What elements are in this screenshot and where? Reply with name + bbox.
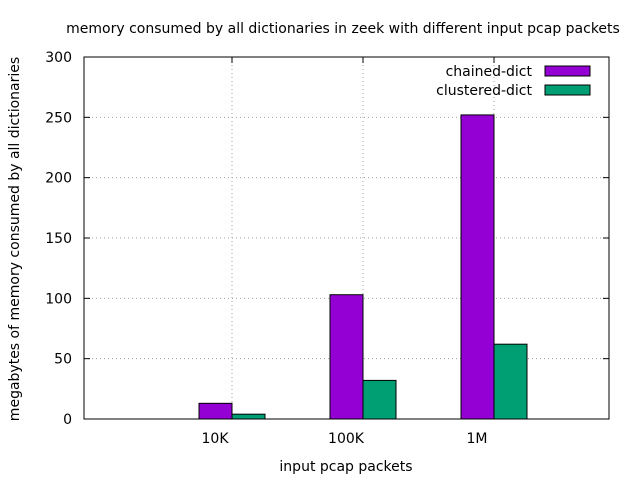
axis-ticks: 0 50 100 150 200 250 300 10K 100K 1M [45, 50, 609, 447]
bar-chained-dict-10K [198, 402, 233, 420]
x-tick-label: 10K [202, 431, 230, 447]
y-tick-label: 50 [54, 352, 72, 368]
legend-swatch [544, 84, 591, 96]
bar-clustered-dict-10K [231, 413, 266, 420]
bar-chained-dict-100K [329, 294, 364, 420]
legend-label: chained-dict [446, 64, 533, 80]
legend: chained-dict clustered-dict [436, 64, 591, 99]
y-tick-label: 100 [45, 291, 72, 307]
y-tick-label: 250 [45, 110, 72, 126]
x-axis-label: input pcap packets [279, 459, 412, 475]
bars [198, 114, 528, 420]
y-axis-label: megabytes of memory consumed by all dict… [7, 57, 23, 421]
chart-title: memory consumed by all dictionaries in z… [66, 21, 620, 37]
y-tick-label: 300 [45, 50, 72, 66]
y-tick-label: 200 [45, 171, 72, 187]
y-tick-label: 0 [63, 412, 72, 428]
legend-label: clustered-dict [436, 83, 532, 99]
bar-clustered-dict-1M [493, 343, 528, 420]
bar-clustered-dict-100K [362, 379, 397, 420]
legend-swatch [544, 65, 591, 77]
y-tick-label: 150 [45, 231, 72, 247]
bar-chained-dict-1M [460, 114, 495, 420]
x-tick-label: 100K [328, 431, 365, 447]
x-tick-label: 1M [467, 431, 488, 447]
